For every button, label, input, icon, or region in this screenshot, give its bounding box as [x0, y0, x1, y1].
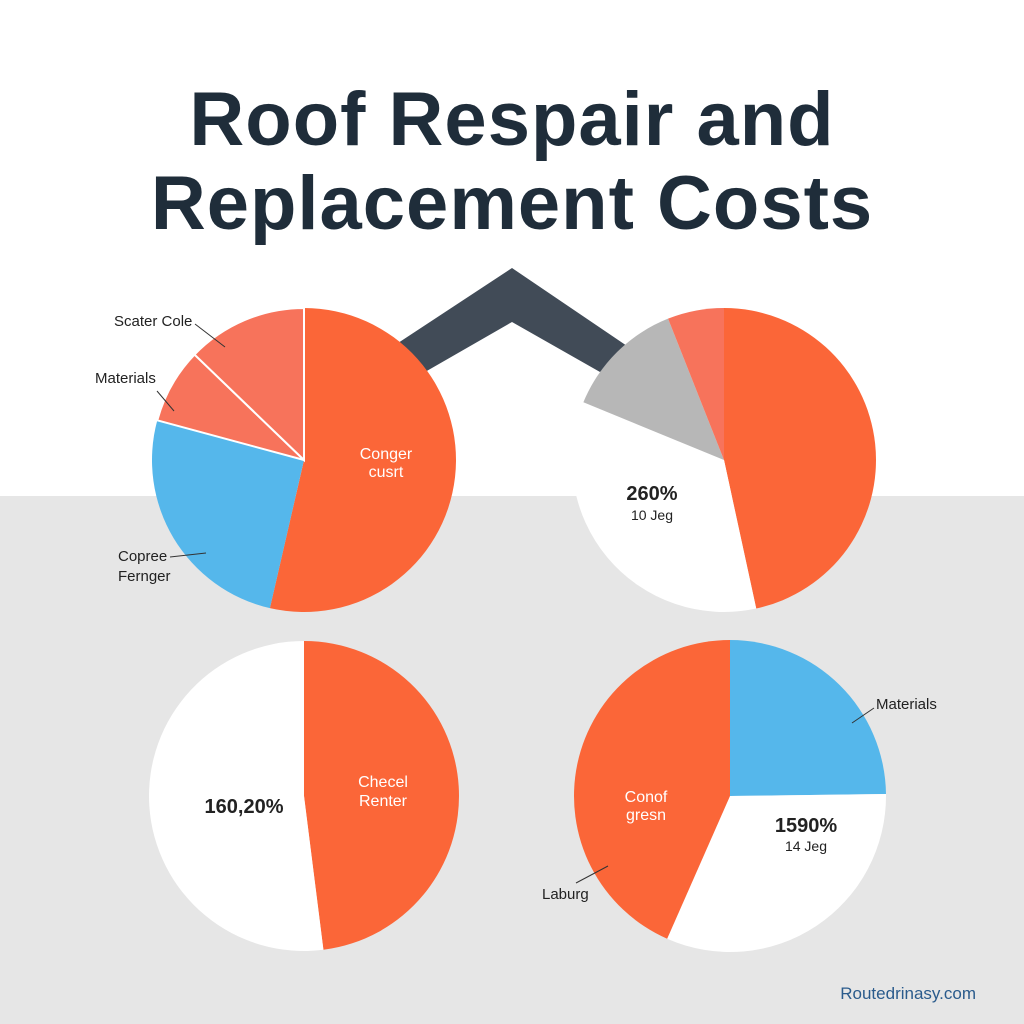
value-label-260: 260% — [626, 483, 677, 505]
pie-3-labels: 160,20% Checel Renter — [205, 774, 408, 818]
callout-materials-1: Materials — [95, 370, 156, 387]
callout-fernger: Fernger — [118, 568, 171, 585]
footer-link[interactable]: Routedrinasy.com — [840, 984, 976, 1003]
pie-2-slice-1 — [724, 307, 877, 609]
pie-2-labels: 260% 10 Jeg — [626, 483, 677, 523]
inside-label-renter: Renter — [359, 793, 408, 810]
callout-laburg: Laburg — [542, 886, 589, 903]
inside-label-gresn: gresn — [626, 807, 666, 824]
callout-scater-cole: Scater Cole — [114, 313, 192, 330]
callout-materials-2: Materials — [876, 696, 937, 713]
inside-label-cusrt: cusrt — [369, 464, 404, 481]
pie-chart-2 — [572, 307, 877, 612]
pie-4-labels: 1590% 14 Jeg Conof gresn Materials Labur… — [542, 696, 937, 903]
value-label-160-20: 160,20% — [205, 796, 284, 818]
pie-1-slice-1 — [269, 308, 456, 612]
pie-chart-4 — [573, 640, 886, 952]
roof-chevron-icon — [395, 268, 630, 372]
pie-3-slice-1 — [304, 641, 459, 950]
leader-line-scater-cole — [194, 323, 226, 348]
pie-1-slice-2 — [151, 420, 304, 609]
value-label-1590: 1590% — [775, 815, 837, 837]
inside-label-conger: Conger — [360, 446, 413, 463]
leader-line-laburg — [575, 865, 609, 884]
callout-copree: Copree — [118, 548, 167, 565]
inside-label-checel: Checel — [358, 774, 408, 791]
pie-2-slice-3 — [583, 318, 724, 460]
subvalue-label-14-jeg: 14 Jeg — [785, 838, 827, 854]
subvalue-label-10-jeg: 10 Jeg — [631, 507, 673, 523]
pie-2-slice-2 — [572, 402, 757, 612]
pie-4-slice-3 — [573, 640, 730, 939]
title-line-1: Roof Respair and — [189, 77, 835, 162]
pie-4-slice-1 — [730, 640, 886, 796]
leader-line-copree — [169, 552, 207, 558]
pie-4-slice-2 — [667, 794, 886, 952]
pie-1-labels: Scater Cole Materials Copree Fernger Con… — [95, 313, 413, 585]
pie-chart-1 — [151, 306, 456, 612]
leader-line-materials-1 — [156, 390, 175, 412]
pie-2-slice-4 — [668, 308, 724, 460]
title-line-2: Replacement Costs — [150, 161, 874, 246]
pie-3-slice-2 — [148, 641, 324, 951]
page-title: Roof Respair and Replacement Costs — [0, 78, 1024, 246]
pie-1-slice-4 — [193, 306, 305, 463]
inside-label-conof: Conof — [625, 789, 668, 806]
pie-chart-3 — [148, 641, 459, 951]
leader-line-materials-2 — [851, 707, 875, 724]
